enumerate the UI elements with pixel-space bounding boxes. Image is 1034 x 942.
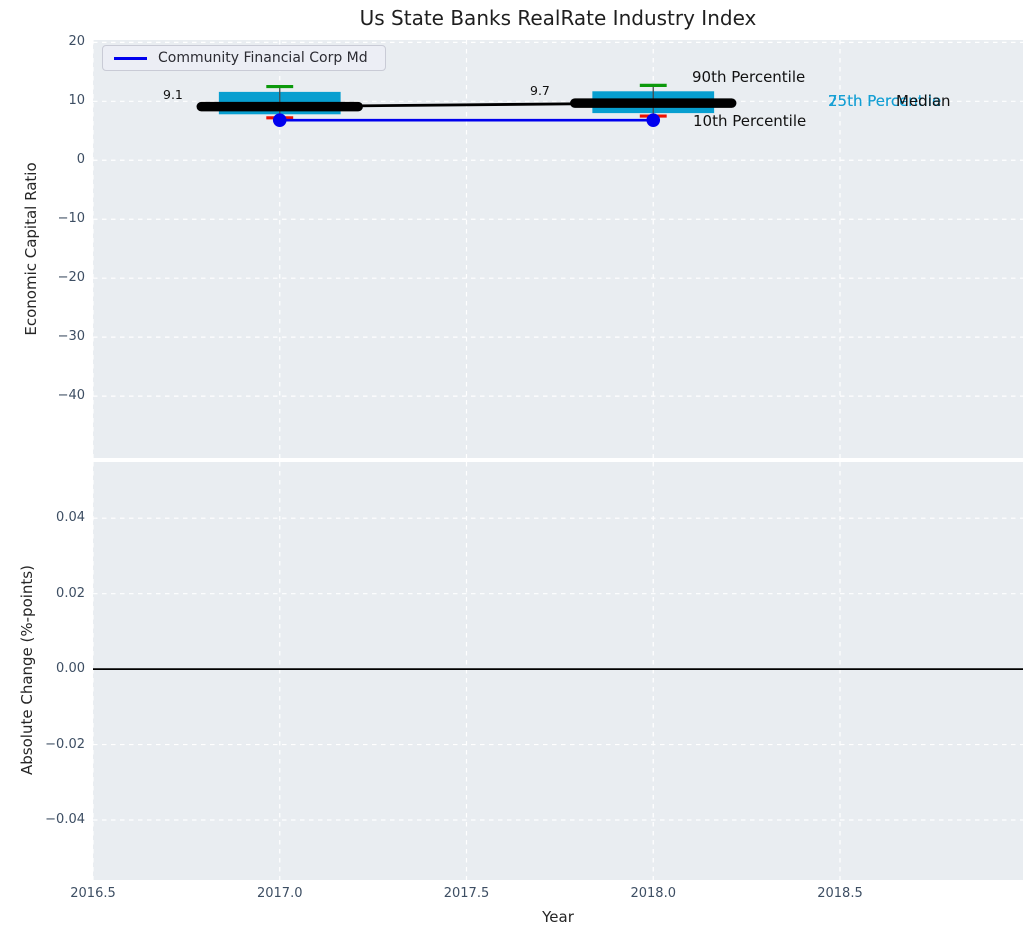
x-axis-label: Year	[542, 908, 574, 926]
tick-label: 0	[76, 152, 85, 168]
tick-label: −0.04	[45, 812, 85, 828]
tick-label: −10	[57, 211, 85, 227]
tick-label: −40	[57, 388, 85, 404]
tick-label: −30	[57, 329, 85, 345]
tick-label: 0.00	[56, 661, 85, 677]
p90-annotation: 90th Percentile	[692, 68, 806, 86]
median-annotation: Median	[896, 92, 951, 110]
tick-label: 10	[68, 93, 85, 109]
tick-label: 2017.5	[443, 886, 490, 901]
tick-label: 2018.0	[630, 886, 676, 901]
tick-label: 20	[68, 34, 85, 50]
p25-annotation: 25th Percentile	[828, 92, 942, 110]
tick-label: 2016.5	[70, 886, 116, 901]
legend-label: Community Financial Corp Md	[158, 50, 368, 66]
median-value-annotation-2018: 9.7	[530, 83, 550, 98]
bottom-plot-area	[93, 462, 1023, 880]
tick-label: 0.02	[56, 585, 85, 601]
tick-label: −20	[57, 270, 85, 286]
p75-annotation: 75th Percentile	[828, 92, 942, 110]
tick-label: 2017.0	[256, 886, 303, 901]
median-value-annotation-2017: 9.1	[163, 87, 183, 102]
tick-label: 0.04	[56, 510, 85, 526]
p10-annotation: 10th Percentile	[693, 112, 807, 130]
legend-line-sample-icon	[114, 56, 147, 60]
tick-label: 2018.5	[817, 886, 863, 901]
legend: Community Financial Corp Md	[102, 45, 386, 71]
top-y-axis-label: Economic Capital Ratio	[22, 162, 40, 336]
chart-title: Us State Banks RealRate Industry Index	[359, 6, 757, 30]
tick-label: −0.02	[45, 736, 85, 752]
